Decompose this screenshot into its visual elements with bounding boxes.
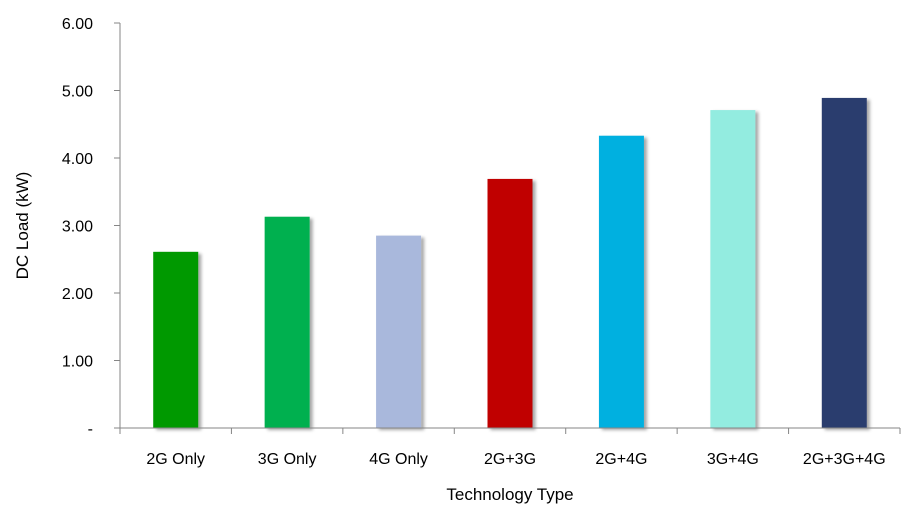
y-tick-label: 3.00 — [62, 219, 93, 236]
bar-2g-3g — [487, 178, 533, 428]
y-tick-label: 5.00 — [62, 84, 93, 101]
bars — [153, 97, 867, 429]
bar-2g-4g — [598, 135, 644, 428]
x-tick-label: 2G Only — [146, 451, 205, 468]
y-tick-label: 2.00 — [62, 286, 93, 303]
x-tick-label: 2G+3G — [484, 451, 536, 468]
x-tick-label: 4G Only — [369, 451, 428, 468]
bar-4g-only — [376, 235, 422, 428]
y-tick-label: 4.00 — [62, 151, 93, 168]
bar-3g-4g — [710, 110, 756, 428]
x-tick-label: 3G Only — [258, 451, 317, 468]
x-axis-ticks: 2G Only 3G Only 4G Only 2G+3G 2G+4G 3G+4G 2G+3… — [119, 428, 901, 468]
x-tick-label: 3G+4G — [707, 451, 759, 468]
bar-3g-only — [264, 216, 310, 428]
x-tick-label: 2G+3G+4G — [803, 451, 886, 468]
x-tick-label: 2G+4G — [595, 451, 647, 468]
y-tick-label: 6.00 — [62, 16, 93, 33]
bar-2g-3g-4g — [821, 97, 867, 429]
y-tick-label: 1.00 — [62, 354, 93, 371]
x-axis-title: Technology Type — [446, 485, 573, 504]
y-axis-ticks: - 1.00 2.00 3.00 4.00 5.00 6.00 — [62, 16, 120, 438]
bar-2g-only — [153, 251, 199, 428]
y-axis-title: DC Load (kW) — [13, 172, 32, 280]
y-tick-label: - — [88, 421, 93, 438]
